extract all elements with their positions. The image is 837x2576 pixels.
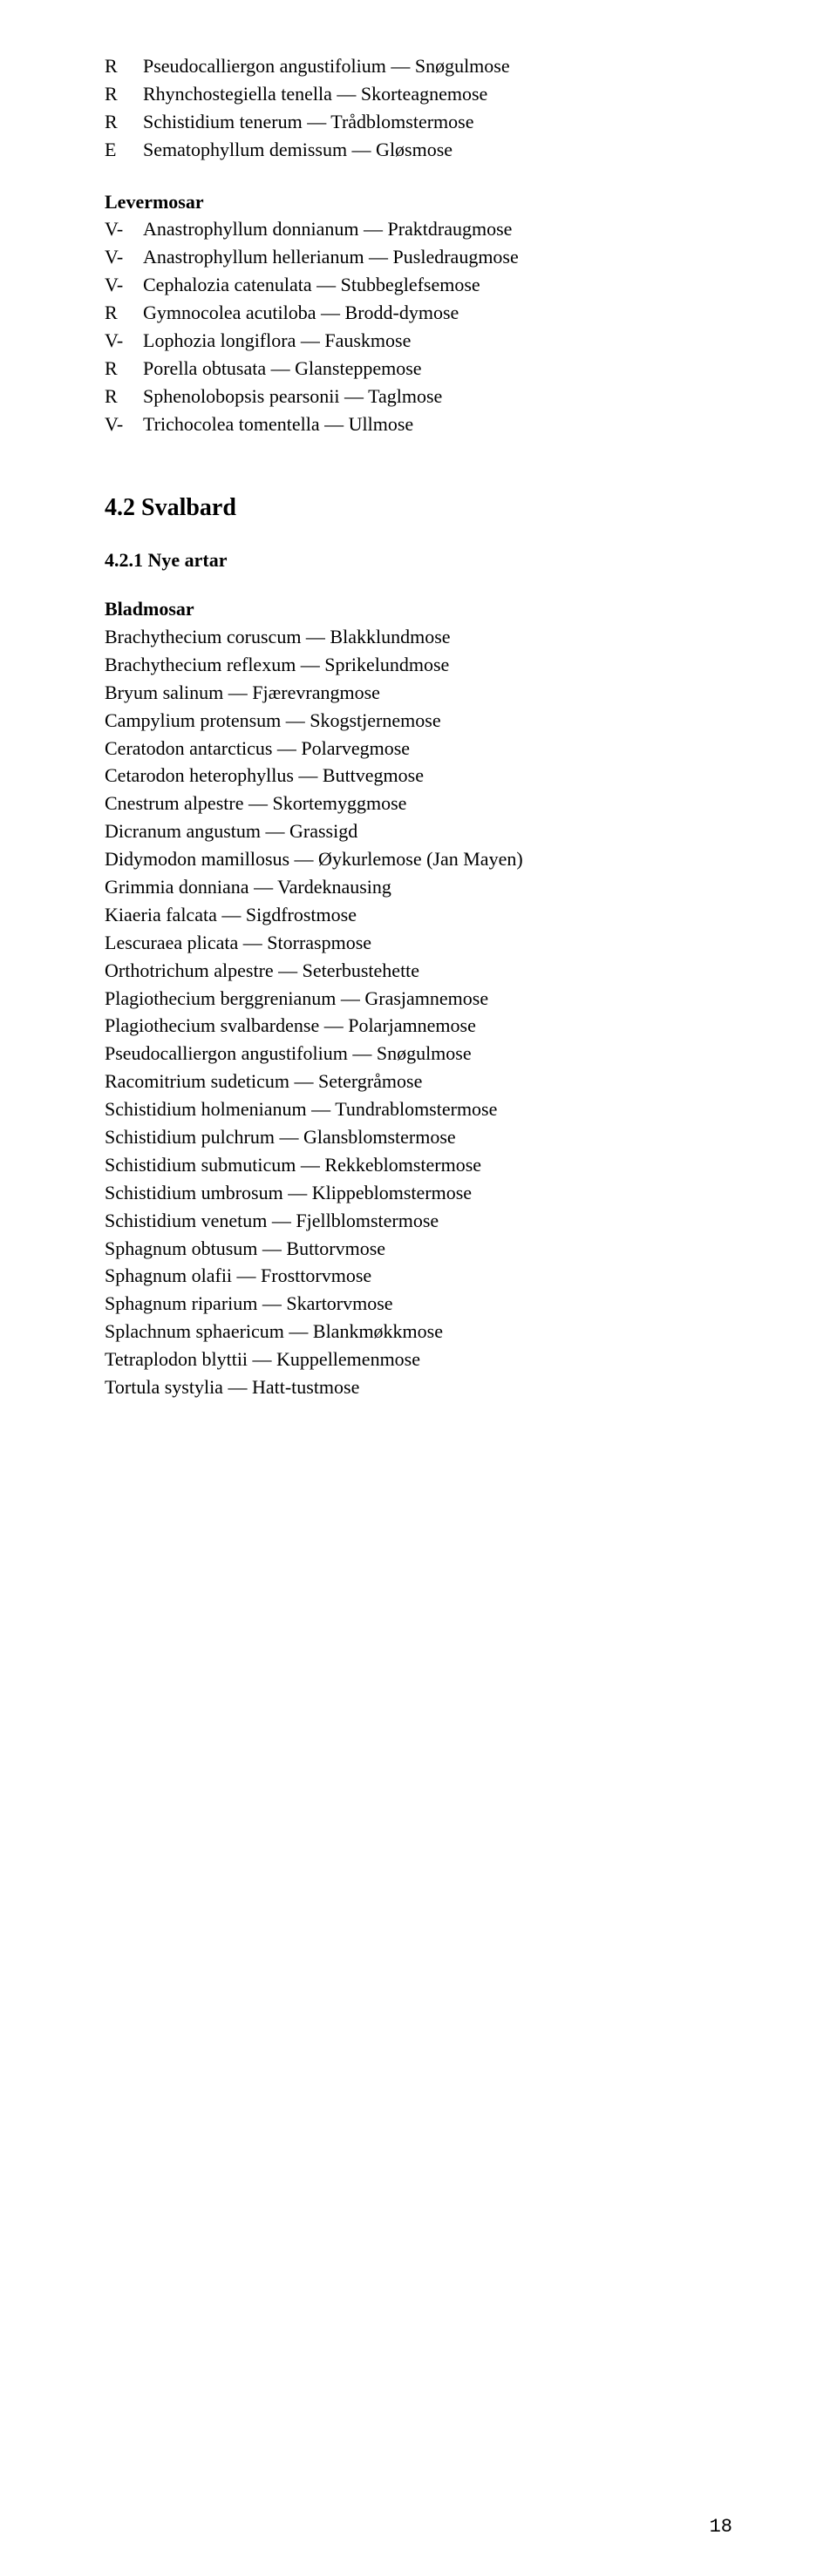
species-text: Anastrophyllum donnianum — Praktdraugmos… bbox=[143, 215, 732, 243]
list-item: RSchistidium tenerum — Trådblomstermose bbox=[105, 108, 732, 136]
list-item: Orthotrichum alpestre — Seterbustehette bbox=[105, 957, 732, 985]
list-item: Schistidium umbrosum — Klippeblomstermos… bbox=[105, 1179, 732, 1207]
list-item: V-Cephalozia catenulata — Stubbeglefsemo… bbox=[105, 271, 732, 299]
species-text: Anastrophyllum hellerianum — Pusledraugm… bbox=[143, 243, 732, 271]
status-code: R bbox=[105, 355, 143, 383]
list-item: Sphagnum obtusum — Buttorvmose bbox=[105, 1235, 732, 1263]
list-item: ESematophyllum demissum — Gløsmose bbox=[105, 136, 732, 164]
svalbard-heading: 4.2 Svalbard bbox=[105, 491, 732, 526]
list-item: RGymnocolea acutiloba — Brodd-dymose bbox=[105, 299, 732, 327]
nye-artar-heading: 4.2.1 Nye artar bbox=[105, 546, 732, 574]
species-text: Schistidium tenerum — Trådblomstermose bbox=[143, 108, 732, 136]
document-page: RPseudocalliergon angustifolium — Snøgul… bbox=[0, 0, 837, 2576]
list-item: RPorella obtusata — Glansteppemose bbox=[105, 355, 732, 383]
levermosar-heading: Levermosar bbox=[105, 188, 732, 216]
status-code: V- bbox=[105, 410, 143, 438]
page-number: 18 bbox=[710, 2513, 732, 2541]
list-item: Bryum salinum — Fjærevrangmose bbox=[105, 679, 732, 707]
bladmosar-list: Brachythecium coruscum — BlakklundmoseBr… bbox=[105, 623, 732, 1401]
status-code: V- bbox=[105, 271, 143, 299]
status-code: R bbox=[105, 383, 143, 410]
list-item: Schistidium submuticum — Rekkeblomstermo… bbox=[105, 1151, 732, 1179]
list-item: Plagiothecium berggrenianum — Grasjamnem… bbox=[105, 985, 732, 1013]
list-item: Sphagnum olafii — Frosttorvmose bbox=[105, 1262, 732, 1290]
species-text: Pseudocalliergon angustifolium — Snøgulm… bbox=[143, 52, 732, 80]
status-code: E bbox=[105, 136, 143, 164]
list-item: Splachnum sphaericum — Blankmøkkmose bbox=[105, 1318, 732, 1346]
list-item: Cetarodon heterophyllus — Buttvegmose bbox=[105, 762, 732, 790]
list-item: Sphagnum riparium — Skartorvmose bbox=[105, 1290, 732, 1318]
status-code: R bbox=[105, 108, 143, 136]
list-item: Racomitrium sudeticum — Setergråmose bbox=[105, 1068, 732, 1095]
species-text: Cephalozia catenulata — Stubbeglefsemose bbox=[143, 271, 732, 299]
list-item: Kiaeria falcata — Sigdfrostmose bbox=[105, 901, 732, 929]
species-text: Gymnocolea acutiloba — Brodd-dymose bbox=[143, 299, 732, 327]
list-item: Lescuraea plicata — Storraspmose bbox=[105, 929, 732, 957]
list-item: V-Anastrophyllum donnianum — Praktdraugm… bbox=[105, 215, 732, 243]
status-code: V- bbox=[105, 327, 143, 355]
status-code: V- bbox=[105, 215, 143, 243]
list-item: Schistidium pulchrum — Glansblomstermose bbox=[105, 1123, 732, 1151]
list-item: Tortula systylia — Hatt-tustmose bbox=[105, 1373, 732, 1401]
bladmosar-heading: Bladmosar bbox=[105, 595, 732, 623]
species-text: Lophozia longiflora — Fauskmose bbox=[143, 327, 732, 355]
list-item: V-Trichocolea tomentella — Ullmose bbox=[105, 410, 732, 438]
list-item: Schistidium venetum — Fjellblomstermose bbox=[105, 1207, 732, 1235]
list-item: Plagiothecium svalbardense — Polarjamnem… bbox=[105, 1012, 732, 1040]
list-item: V-Lophozia longiflora — Fauskmose bbox=[105, 327, 732, 355]
list-item: Didymodon mamillosus — Øykurlemose (Jan … bbox=[105, 845, 732, 873]
status-code: R bbox=[105, 299, 143, 327]
list-item: Pseudocalliergon angustifolium — Snøgulm… bbox=[105, 1040, 732, 1068]
species-text: Rhynchostegiella tenella — Skorteagnemos… bbox=[143, 80, 732, 108]
list-item: Cnestrum alpestre — Skortemyggmose bbox=[105, 790, 732, 817]
status-code: R bbox=[105, 52, 143, 80]
levermosar-list: V-Anastrophyllum donnianum — Praktdraugm… bbox=[105, 215, 732, 437]
list-item: RPseudocalliergon angustifolium — Snøgul… bbox=[105, 52, 732, 80]
list-item: RSphenolobopsis pearsonii — Taglmose bbox=[105, 383, 732, 410]
species-text: Sphenolobopsis pearsonii — Taglmose bbox=[143, 383, 732, 410]
list-item: Brachythecium coruscum — Blakklundmose bbox=[105, 623, 732, 651]
list-item: Tetraplodon blyttii — Kuppellemenmose bbox=[105, 1346, 732, 1373]
species-text: Porella obtusata — Glansteppemose bbox=[143, 355, 732, 383]
status-code: R bbox=[105, 80, 143, 108]
list-item: V-Anastrophyllum hellerianum — Pusledrau… bbox=[105, 243, 732, 271]
top-coded-list: RPseudocalliergon angustifolium — Snøgul… bbox=[105, 52, 732, 164]
list-item: Campylium protensum — Skogstjernemose bbox=[105, 707, 732, 735]
list-item: Ceratodon antarcticus — Polarvegmose bbox=[105, 735, 732, 763]
species-text: Trichocolea tomentella — Ullmose bbox=[143, 410, 732, 438]
list-item: Brachythecium reflexum — Sprikelundmose bbox=[105, 651, 732, 679]
list-item: Schistidium holmenianum — Tundrablomster… bbox=[105, 1095, 732, 1123]
status-code: V- bbox=[105, 243, 143, 271]
list-item: Dicranum angustum — Grassigd bbox=[105, 817, 732, 845]
list-item: Grimmia donniana — Vardeknausing bbox=[105, 873, 732, 901]
species-text: Sematophyllum demissum — Gløsmose bbox=[143, 136, 732, 164]
list-item: RRhynchostegiella tenella — Skorteagnemo… bbox=[105, 80, 732, 108]
